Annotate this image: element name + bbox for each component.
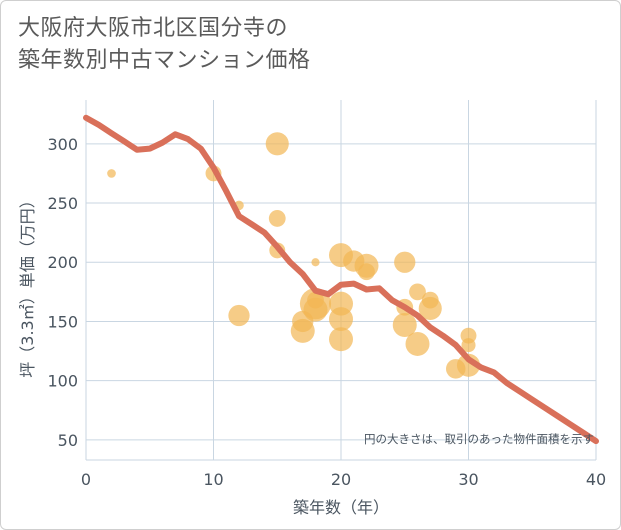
data-bubble bbox=[418, 296, 442, 320]
data-bubble bbox=[290, 318, 315, 343]
chart-title: 大阪府大阪市北区国分寺の 築年数別中古マンション価格 bbox=[18, 13, 311, 77]
grid-lines bbox=[85, 100, 597, 461]
data-bubble bbox=[394, 251, 416, 273]
y-tick-label: 50 bbox=[58, 431, 78, 450]
x-tick-label: 40 bbox=[586, 470, 606, 489]
data-bubble bbox=[405, 331, 430, 356]
data-bubble bbox=[268, 210, 286, 227]
data-bubble bbox=[358, 263, 375, 281]
tick-labels: 50 100 150 200 250 300 0 10 20 30 40 bbox=[47, 135, 606, 489]
average-line-layer bbox=[83, 114, 599, 445]
y-tick-label: 100 bbox=[47, 372, 78, 391]
x-tick-label: 20 bbox=[331, 470, 351, 489]
data-bubble bbox=[265, 132, 289, 156]
average-price-line bbox=[83, 114, 599, 445]
y-tick-label: 150 bbox=[47, 312, 78, 331]
data-bubble bbox=[409, 283, 426, 301]
data-bubble bbox=[461, 338, 476, 353]
bubble-layer bbox=[107, 132, 481, 379]
x-tick-label: 0 bbox=[81, 470, 91, 489]
y-tick-label: 200 bbox=[47, 253, 78, 272]
y-axis-label: 坪（3.3㎡）単価（万円） bbox=[18, 192, 37, 377]
data-bubble bbox=[329, 307, 353, 332]
data-bubble bbox=[228, 304, 250, 327]
x-tick-label: 30 bbox=[458, 470, 478, 489]
data-bubble bbox=[392, 313, 417, 337]
data-bubble bbox=[311, 258, 320, 267]
data-bubble bbox=[329, 327, 353, 352]
y-tick-label: 250 bbox=[47, 194, 78, 213]
data-bubble bbox=[303, 297, 328, 322]
data-bubble bbox=[107, 169, 116, 178]
chart-title-line2: 築年数別中古マンション価格 bbox=[18, 48, 311, 73]
chart-title-line1: 大阪府大阪市北区国分寺の bbox=[18, 16, 289, 41]
x-tick-label: 10 bbox=[203, 470, 223, 489]
y-tick-label: 300 bbox=[47, 135, 78, 154]
x-axis-label: 築年数（年） bbox=[293, 498, 389, 517]
size-annotation: 円の大きさは、取引のあった物件面積を示す bbox=[364, 432, 594, 446]
